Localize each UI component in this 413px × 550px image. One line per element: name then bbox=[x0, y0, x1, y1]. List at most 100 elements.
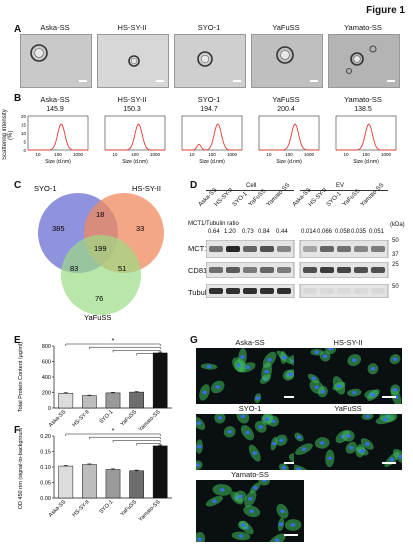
dls-xtick-label: 100 bbox=[54, 152, 62, 157]
wb-band bbox=[303, 267, 317, 273]
wb-band bbox=[277, 267, 291, 273]
significance-bracket bbox=[89, 436, 161, 440]
x-tick-label: YaFuSS bbox=[120, 499, 139, 518]
dls-frame bbox=[335, 115, 397, 151]
dls-xlabel: Size (d.nm) bbox=[199, 159, 225, 164]
wb-band bbox=[371, 246, 385, 252]
tem-image bbox=[251, 34, 323, 88]
wb-band bbox=[209, 288, 223, 294]
y-tick-label: 400 bbox=[42, 375, 51, 381]
dls-xtick-label: 1000 bbox=[73, 152, 84, 157]
x-tick-label: Yamato-SS bbox=[138, 499, 162, 523]
dls-peak-value: 200.4 bbox=[277, 106, 295, 113]
wb-band bbox=[371, 288, 385, 294]
venn-count-hs-yafu: 51 bbox=[118, 264, 126, 273]
chart-e-protein: 0 200 400 600 800 Total Protein Content (μg/m… bbox=[18, 338, 172, 433]
fluor-label: HS-SY-II bbox=[333, 338, 363, 347]
dls-xtick-label: 10 bbox=[112, 152, 118, 157]
significance-bracket bbox=[112, 350, 161, 353]
dls-cell-line: SYO-1 bbox=[197, 95, 221, 104]
bar bbox=[105, 469, 121, 499]
y-tick-label: 0.00 bbox=[40, 496, 51, 502]
wb-band bbox=[226, 246, 240, 252]
dls-curve bbox=[28, 123, 88, 151]
dls-xtick-label: 1000 bbox=[227, 152, 238, 157]
fluor-image bbox=[196, 414, 304, 470]
y-tick-label: 600 bbox=[42, 360, 51, 366]
venn-count-yafu-only: 76 bbox=[95, 294, 103, 303]
dls-frame bbox=[258, 115, 320, 151]
wb-band bbox=[354, 246, 368, 252]
fluor-cells-drawing bbox=[199, 348, 300, 404]
wb-band bbox=[260, 246, 274, 252]
wb-ratio-ev: 0.066 bbox=[317, 229, 333, 235]
dls-xtick-label: 10 bbox=[266, 152, 272, 157]
dls-curve bbox=[259, 123, 319, 151]
y-tick-label: 0.15 bbox=[40, 450, 51, 456]
dls-ytick-label: 5 bbox=[23, 140, 26, 145]
wb-band bbox=[320, 246, 334, 252]
dls-xlabel: Size (d.nm) bbox=[122, 159, 148, 164]
fluor-image bbox=[294, 414, 402, 470]
dls-xlabel: Size (d.nm) bbox=[276, 159, 302, 164]
wb-band bbox=[303, 246, 317, 252]
dls-frame bbox=[104, 115, 166, 151]
wb-band bbox=[337, 267, 351, 273]
y-axis-label: OD 450 nm (signal-to-background) bbox=[18, 428, 24, 509]
y-tick-label: 0 bbox=[48, 406, 51, 412]
wb-kda-mark: 37 bbox=[392, 252, 399, 258]
wb-band bbox=[354, 288, 368, 294]
dls-frame bbox=[27, 115, 89, 151]
tem-image bbox=[20, 34, 92, 88]
wb-kda-mark: 50 bbox=[392, 284, 399, 290]
dls-peak-value: 145.9 bbox=[46, 106, 64, 113]
dls-cell-line: YaFuSS bbox=[272, 95, 300, 104]
dls-xlabel: Size (d.nm) bbox=[353, 159, 379, 164]
panel-letter-a: A bbox=[14, 24, 22, 35]
bar bbox=[105, 392, 121, 409]
wb-band bbox=[260, 288, 274, 294]
venn-count-hs-only: 33 bbox=[136, 224, 144, 233]
wb-kda-label: (kDa) bbox=[390, 222, 405, 228]
x-tick-label: SYO-1 bbox=[98, 499, 114, 515]
dls-ytick-label: 10 bbox=[21, 131, 27, 136]
significance-bracket bbox=[112, 440, 161, 443]
significance-bracket bbox=[136, 353, 161, 356]
fluor-label: Aska-SS bbox=[235, 338, 265, 347]
venn-diagram: SYO-1 HS-SY-II YaFuSS 385 33 76 18 83 51… bbox=[34, 184, 164, 321]
scale-bar bbox=[284, 534, 298, 536]
tem-vesicle-drawing bbox=[346, 45, 395, 82]
figure-title: Figure 1 bbox=[366, 5, 405, 16]
dls-xtick-label: 100 bbox=[285, 152, 293, 157]
significance-bracket bbox=[65, 343, 161, 346]
tem-vesicle-drawing bbox=[30, 44, 87, 82]
wb-blot-strip bbox=[206, 262, 389, 278]
wb-band bbox=[320, 267, 334, 273]
panel-letter-d: D bbox=[190, 180, 198, 191]
dls-xtick-label: 100 bbox=[131, 152, 139, 157]
venn-count-all: 199 bbox=[94, 244, 107, 253]
significance-bracket bbox=[89, 346, 161, 350]
dls-frame bbox=[181, 115, 243, 151]
significance-star: * bbox=[112, 338, 115, 345]
wb-band bbox=[320, 288, 334, 294]
y-tick-label: 0.20 bbox=[40, 434, 51, 440]
x-tick-label: YaFuSS bbox=[120, 409, 139, 428]
wb-kda-mark: 25 bbox=[392, 262, 399, 268]
venn-circle-yafu bbox=[61, 235, 141, 315]
dls-cell-line: HS-SY-II bbox=[117, 95, 147, 104]
tem-vesicle-drawing bbox=[197, 51, 241, 82]
scale-bar bbox=[284, 396, 298, 398]
bar bbox=[152, 445, 168, 499]
panel-letter-b: B bbox=[14, 93, 22, 104]
tem-label: Aska-SS bbox=[40, 23, 70, 32]
dls-xtick-label: 10 bbox=[343, 152, 349, 157]
bar bbox=[82, 395, 97, 409]
dls-peak-value: 138.5 bbox=[354, 106, 372, 113]
x-tick-label: HS-SY-II bbox=[72, 409, 92, 429]
tem-image bbox=[174, 34, 246, 88]
fluor-image bbox=[294, 348, 402, 404]
